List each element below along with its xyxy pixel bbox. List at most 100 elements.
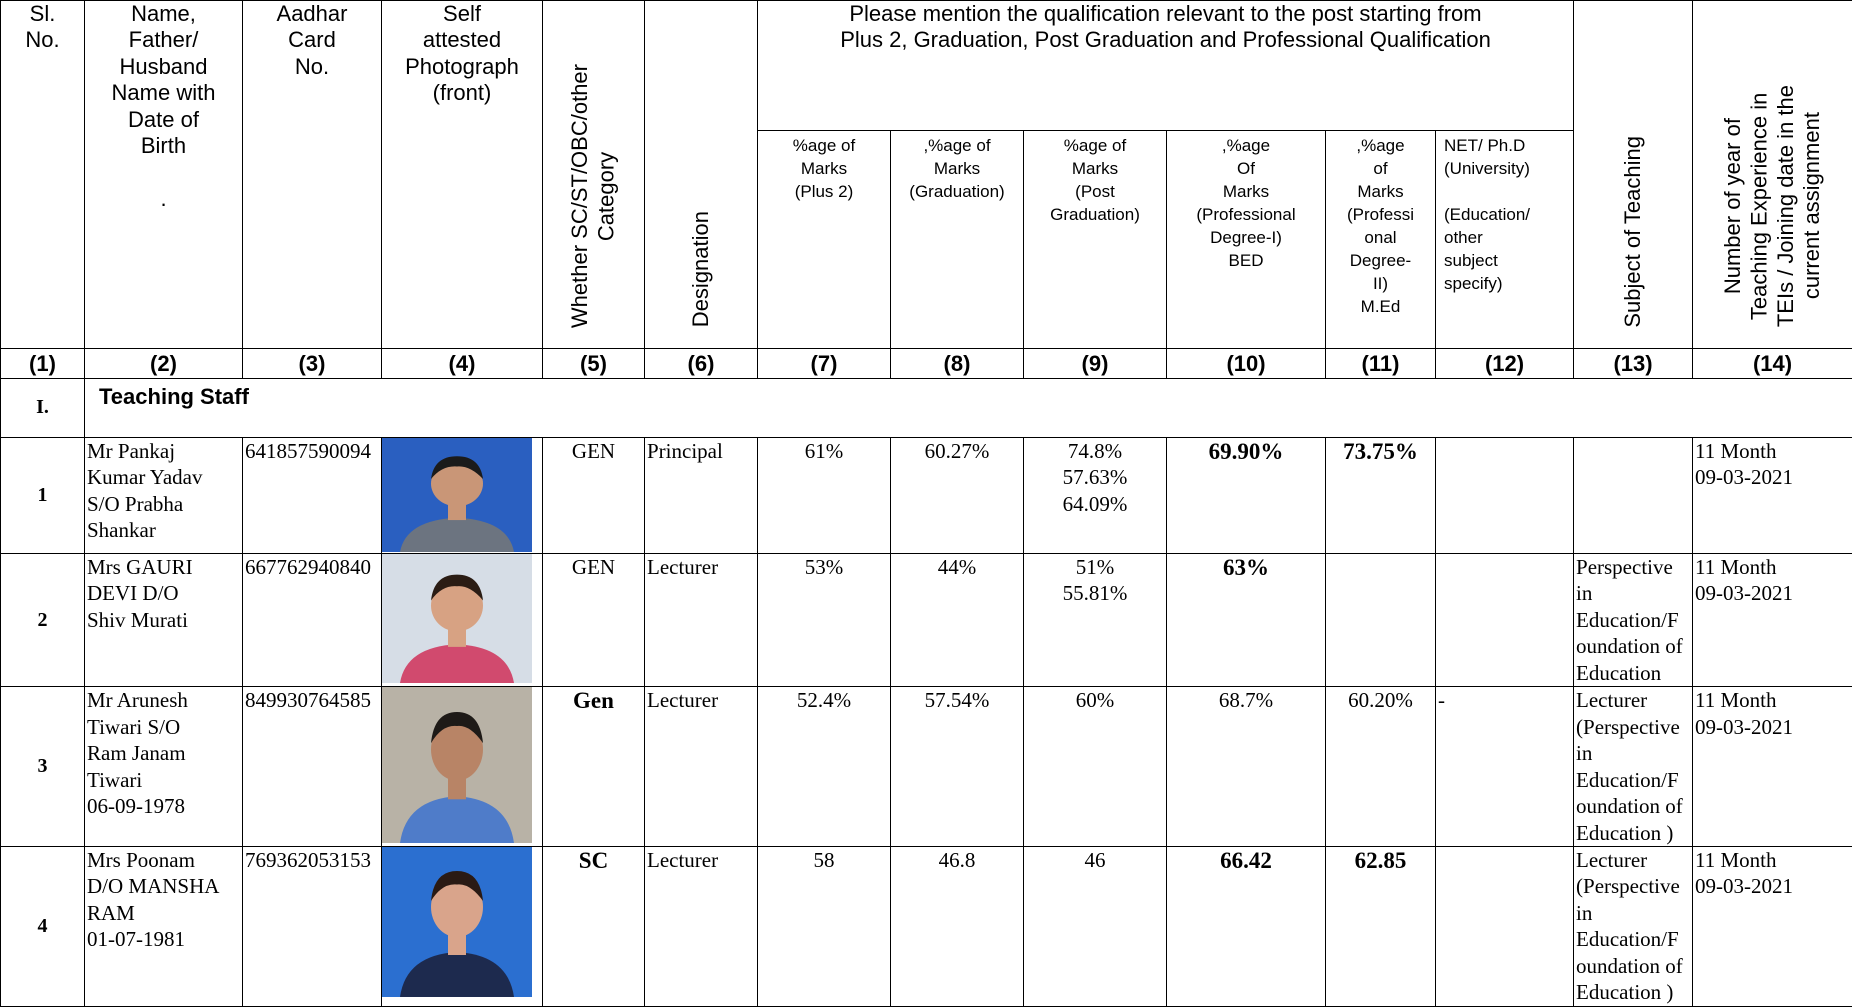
category-cell: GEN xyxy=(543,554,645,687)
graduation-cell: 46.8 xyxy=(891,846,1024,1006)
bed-cell: 69.90% xyxy=(1167,438,1326,554)
subheader-cell: ,%age of Marks (Professi onal Degree- II… xyxy=(1326,131,1436,349)
staff-table: Sl. No. Name, Father/ Husband Name with … xyxy=(0,0,1852,1007)
column-number: (12) xyxy=(1436,349,1574,379)
subject-cell: Lecturer (Perspective in Education/F oun… xyxy=(1574,687,1693,847)
net-cell xyxy=(1436,846,1574,1006)
subheader-cell: %age of Marks (Post Graduation) xyxy=(1024,131,1167,349)
column-number: (6) xyxy=(645,349,758,379)
graduation-cell: 60.27% xyxy=(891,438,1024,554)
post-graduation-cell: 51% 55.81% xyxy=(1024,554,1167,687)
header-text: Subject of Teaching xyxy=(1620,136,1646,328)
name-cell: Mrs GAURI DEVI D/O Shiv Murati xyxy=(85,554,243,687)
subject-cell: Lecturer (Perspective in Education/F oun… xyxy=(1574,846,1693,1006)
column-number: (5) xyxy=(543,349,645,379)
designation-cell: Principal xyxy=(645,438,758,554)
photo xyxy=(382,847,532,997)
subject-cell xyxy=(1574,438,1693,554)
group-header: Please mention the qualification relevan… xyxy=(758,1,1574,131)
column-number: (8) xyxy=(891,349,1024,379)
post-graduation-cell: 60% xyxy=(1024,687,1167,847)
header-cell: Subject of Teaching xyxy=(1574,1,1693,349)
column-number: (3) xyxy=(243,349,382,379)
name-cell: Mrs Poonam D/O MANSHA RAM 01-07-1981 xyxy=(85,846,243,1006)
column-number: (13) xyxy=(1574,349,1693,379)
column-number: (1) xyxy=(1,349,85,379)
designation-cell: Lecturer xyxy=(645,846,758,1006)
category-cell: SC xyxy=(543,846,645,1006)
header-cell: Sl. No. xyxy=(1,1,85,349)
photo xyxy=(382,687,532,843)
post-graduation-cell: 74.8% 57.63% 64.09% xyxy=(1024,438,1167,554)
column-number: (9) xyxy=(1024,349,1167,379)
page: Sl. No. Name, Father/ Husband Name with … xyxy=(0,0,1852,995)
subheader-cell: ,%age of Marks (Graduation) xyxy=(891,131,1024,349)
section-row: I. Teaching Staff xyxy=(1,379,1852,438)
column-number: (7) xyxy=(758,349,891,379)
column-number: (14) xyxy=(1693,349,1852,379)
aadhar-cell: 769362053153 xyxy=(243,846,382,1006)
header-row: Sl. No. Name, Father/ Husband Name with … xyxy=(1,1,1852,131)
photo-cell xyxy=(382,554,543,687)
column-number-row: (1)(2)(3)(4)(5)(6)(7)(8)(9)(10)(11)(12)(… xyxy=(1,349,1852,379)
category-cell: GEN xyxy=(543,438,645,554)
med-cell: 73.75% xyxy=(1326,438,1436,554)
bed-cell: 68.7% xyxy=(1167,687,1326,847)
header-cell: Number of year of Teaching Experience in… xyxy=(1693,1,1852,349)
med-cell xyxy=(1326,554,1436,687)
photo xyxy=(382,438,532,552)
serial-number: 3 xyxy=(1,687,85,847)
med-cell: 62.85 xyxy=(1326,846,1436,1006)
plus2-cell: 52.4% xyxy=(758,687,891,847)
designation-cell: Lecturer xyxy=(645,687,758,847)
net-cell xyxy=(1436,554,1574,687)
subheader-cell: ,%age Of Marks (Professional Degree-I) B… xyxy=(1167,131,1326,349)
serial-number: 1 xyxy=(1,438,85,554)
photo-cell xyxy=(382,687,543,847)
plus2-cell: 58 xyxy=(758,846,891,1006)
column-number: (4) xyxy=(382,349,543,379)
net-cell: - xyxy=(1436,687,1574,847)
name-cell: Mr Arunesh Tiwari S/O Ram Janam Tiwari 0… xyxy=(85,687,243,847)
designation-cell: Lecturer xyxy=(645,554,758,687)
subheader-cell: %age of Marks (Plus 2) xyxy=(758,131,891,349)
plus2-cell: 53% xyxy=(758,554,891,687)
experience-cell: 11 Month 09-03-2021 xyxy=(1693,554,1852,687)
graduation-cell: 57.54% xyxy=(891,687,1024,847)
serial-number: 4 xyxy=(1,846,85,1006)
photo-cell xyxy=(382,846,543,1006)
column-number: (10) xyxy=(1167,349,1326,379)
bed-cell: 63% xyxy=(1167,554,1326,687)
column-number: (11) xyxy=(1326,349,1436,379)
header-text: Designation xyxy=(688,211,714,327)
med-cell: 60.20% xyxy=(1326,687,1436,847)
subheader-cell: NET/ Ph.D (University) (Education/ other… xyxy=(1436,131,1574,349)
name-cell: Mr Pankaj Kumar Yadav S/O Prabha Shankar xyxy=(85,438,243,554)
experience-cell: 11 Month 09-03-2021 xyxy=(1693,438,1852,554)
header-cell: Designation xyxy=(645,1,758,349)
bed-cell: 66.42 xyxy=(1167,846,1326,1006)
section-title: Teaching Staff xyxy=(85,379,1852,438)
section-number: I. xyxy=(1,379,85,438)
serial-number: 2 xyxy=(1,554,85,687)
experience-cell: 11 Month 09-03-2021 xyxy=(1693,687,1852,847)
header-cell: Name, Father/ Husband Name with Date of … xyxy=(85,1,243,349)
net-cell xyxy=(1436,438,1574,554)
column-number: (2) xyxy=(85,349,243,379)
post-graduation-cell: 46 xyxy=(1024,846,1167,1006)
aadhar-cell: 641857590094 xyxy=(243,438,382,554)
photo xyxy=(382,554,532,683)
subject-cell: Perspective in Education/F oundation of … xyxy=(1574,554,1693,687)
header-text: Number of year of Teaching Experience in… xyxy=(1720,85,1826,327)
plus2-cell: 61% xyxy=(758,438,891,554)
header-cell: Self attested Photograph (front) xyxy=(382,1,543,349)
header-cell: Whether SC/ST/OBC/other Category xyxy=(543,1,645,349)
photo-cell xyxy=(382,438,543,554)
aadhar-cell: 849930764585 xyxy=(243,687,382,847)
header-cell: Aadhar Card No. xyxy=(243,1,382,349)
